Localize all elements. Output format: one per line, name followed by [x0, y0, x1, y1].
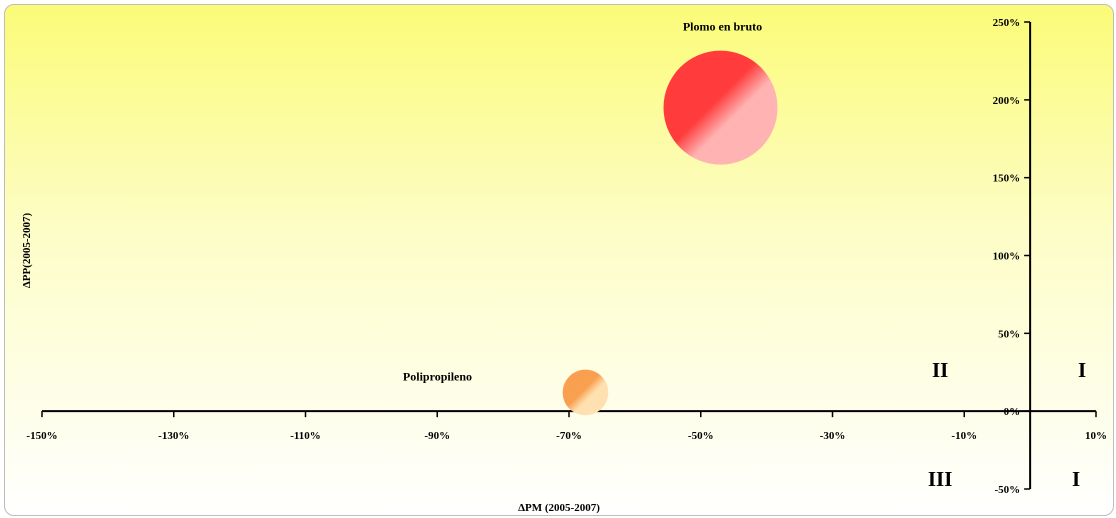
- x-tick-label: -110%: [290, 430, 321, 442]
- bubble-label: Polipropileno: [403, 369, 472, 383]
- x-tick-label: -30%: [820, 430, 846, 442]
- quadrant-label: II: [932, 358, 948, 382]
- bubble-point: [562, 369, 609, 416]
- axes-group: -150% -130% -110% -90% -70% -50% -30% -10% 10% -5…: [26, 17, 1107, 496]
- x-tick-label: 10%: [1085, 430, 1107, 442]
- y-tick-label: 0%: [1004, 406, 1021, 418]
- bubble-chart: -150% -130% -110% -90% -70% -50% -30% -10% 10% -5…: [21, 17, 1107, 514]
- quadrant-label: III: [928, 467, 953, 491]
- quadrant-label: I: [1078, 358, 1086, 382]
- y-tick-label: 200%: [993, 95, 1021, 107]
- labels-group: ΔPM (2005-2007) ΔPP(2005-2007) Plomo en br…: [21, 20, 1086, 514]
- x-tick-label: -70%: [556, 430, 582, 442]
- y-tick-label: 100%: [993, 251, 1021, 263]
- x-tick-label: -130%: [158, 430, 189, 442]
- y-axis-title: ΔPP(2005-2007): [21, 213, 33, 289]
- x-tick-label: -90%: [424, 430, 450, 442]
- x-tick-label: -10%: [951, 430, 977, 442]
- x-tick-label: -50%: [688, 430, 714, 442]
- x-axis-title: ΔPM (2005-2007): [518, 502, 600, 514]
- bubble-point: [663, 50, 778, 165]
- y-tick-label: 50%: [998, 328, 1020, 340]
- quadrant-label: I: [1072, 467, 1080, 491]
- bubbles-group: [562, 50, 778, 416]
- x-tick-label: -150%: [26, 430, 57, 442]
- chart-frame: -150% -130% -110% -90% -70% -50% -30% -10% 10% -5…: [4, 4, 1114, 516]
- y-tick-label: -50%: [994, 484, 1020, 496]
- bubble-label: Plomo en bruto: [683, 20, 762, 34]
- y-tick-label: 150%: [993, 173, 1021, 185]
- y-tick-label: 250%: [993, 17, 1021, 29]
